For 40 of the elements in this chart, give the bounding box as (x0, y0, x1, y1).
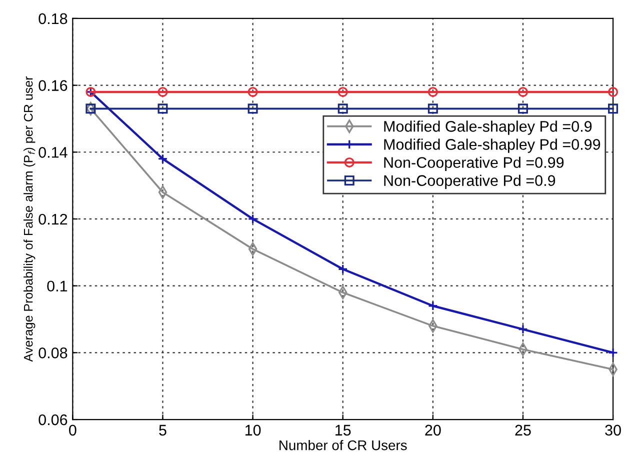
point (158, 154, 168, 164)
y-tick-label: 0.12 (38, 214, 68, 225)
legend-label: Modified Gale-shapley Pd =0.99 (384, 138, 600, 153)
y-tick-label: 0.14 (38, 147, 68, 158)
point (338, 264, 348, 274)
y-tick-label: 0.16 (38, 80, 68, 91)
point (248, 86, 258, 97)
x-tick-label: 20 (425, 424, 441, 436)
point (518, 86, 528, 97)
legend-label: Non-Cooperative Pd =0.9 (384, 174, 556, 190)
point (428, 86, 438, 97)
point (248, 214, 258, 224)
y-tick-label: 0.1 (47, 280, 68, 292)
point (158, 86, 168, 97)
point (338, 104, 348, 114)
point (248, 104, 258, 114)
legend-label: Non-Cooperative Pd =0.99 (384, 156, 564, 171)
point (158, 186, 168, 199)
x-tick-label: 5 (159, 424, 166, 436)
y-axis-title: Average Probability of False alarm (P$_{f}$) per CR user (24, 76, 36, 362)
legend-label: Modified Gale-shapley Pd =0.9 (384, 120, 592, 135)
x-tick-label: 15 (336, 424, 351, 436)
x-axis-title: Number of CR Users (280, 440, 407, 450)
point (158, 104, 168, 114)
point (338, 86, 348, 97)
y-tick-label: 0.06 (38, 414, 68, 426)
point (608, 348, 618, 358)
y-tick-label: 0.08 (38, 348, 68, 358)
point (608, 104, 618, 114)
x-tick-label: 10 (245, 424, 261, 436)
x-tick-label: 25 (515, 424, 531, 436)
x-tick-label: 30 (605, 424, 621, 436)
x-tick-label: 0 (69, 424, 76, 436)
point (428, 104, 438, 114)
y-tick-label: 0.18 (38, 13, 68, 24)
point (428, 300, 438, 311)
point (86, 104, 96, 114)
point (608, 86, 618, 97)
point (518, 324, 528, 334)
point (518, 104, 528, 114)
